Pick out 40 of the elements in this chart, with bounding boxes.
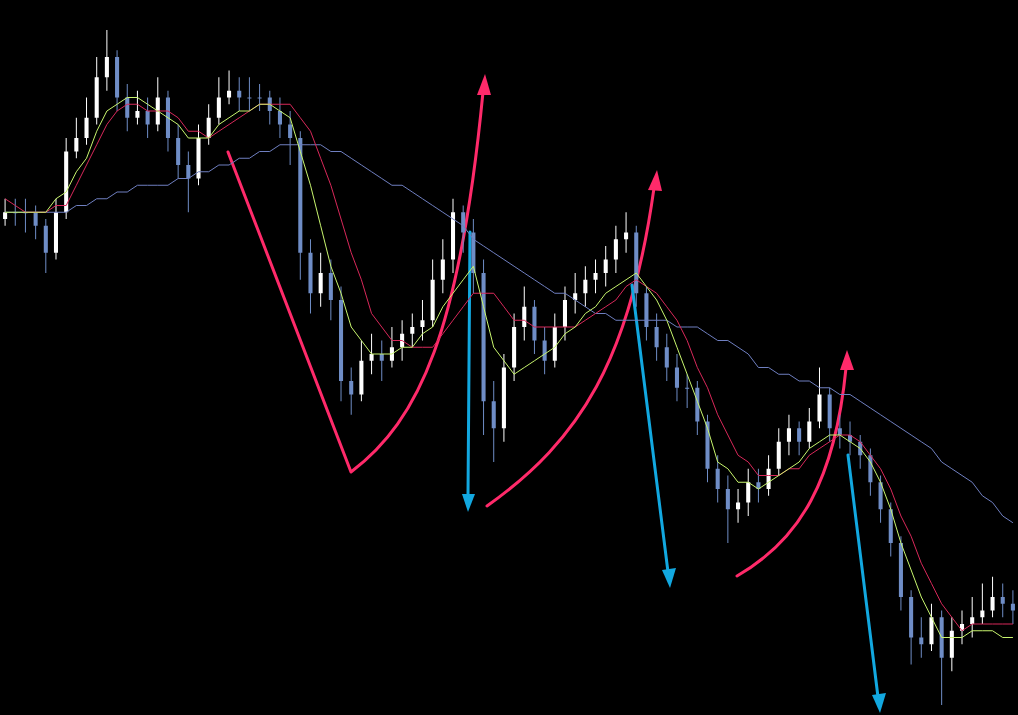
candlestick	[674, 353, 680, 402]
candlestick	[369, 333, 374, 375]
candlestick	[186, 151, 191, 213]
candlestick	[522, 286, 527, 341]
candlestick	[247, 76, 252, 112]
candlestick	[216, 76, 221, 125]
candlestick	[603, 245, 608, 287]
candlestick	[654, 313, 659, 362]
candlestick	[33, 205, 38, 240]
candlestick	[3, 198, 8, 227]
candlestick	[145, 97, 150, 139]
candlestick	[583, 265, 588, 308]
candlestick	[74, 117, 79, 159]
candlestick	[970, 596, 975, 638]
candlestick	[715, 454, 720, 503]
candlestick	[461, 205, 466, 254]
candlestick	[1000, 583, 1005, 618]
candlestick	[349, 367, 354, 416]
candlestick	[288, 110, 293, 166]
candlestick	[746, 468, 751, 517]
candlestick	[613, 225, 618, 274]
candlestick	[410, 313, 415, 348]
candlestick	[420, 299, 425, 341]
candlestick	[990, 576, 995, 618]
candlestick	[440, 238, 445, 294]
candlestick	[1010, 589, 1015, 625]
candlestick	[135, 90, 140, 125]
candlestick	[797, 421, 802, 456]
candlestick	[807, 407, 812, 449]
candlestick	[227, 70, 232, 105]
candlestick	[84, 97, 89, 146]
candlestick	[725, 475, 730, 544]
candlestick	[318, 252, 323, 308]
candlestick	[257, 83, 262, 112]
candlestick	[786, 414, 791, 456]
candlestick	[593, 259, 598, 294]
candlestick	[104, 29, 109, 92]
candlestick	[664, 333, 669, 382]
candlestick	[237, 76, 242, 112]
candlestick	[277, 97, 282, 139]
